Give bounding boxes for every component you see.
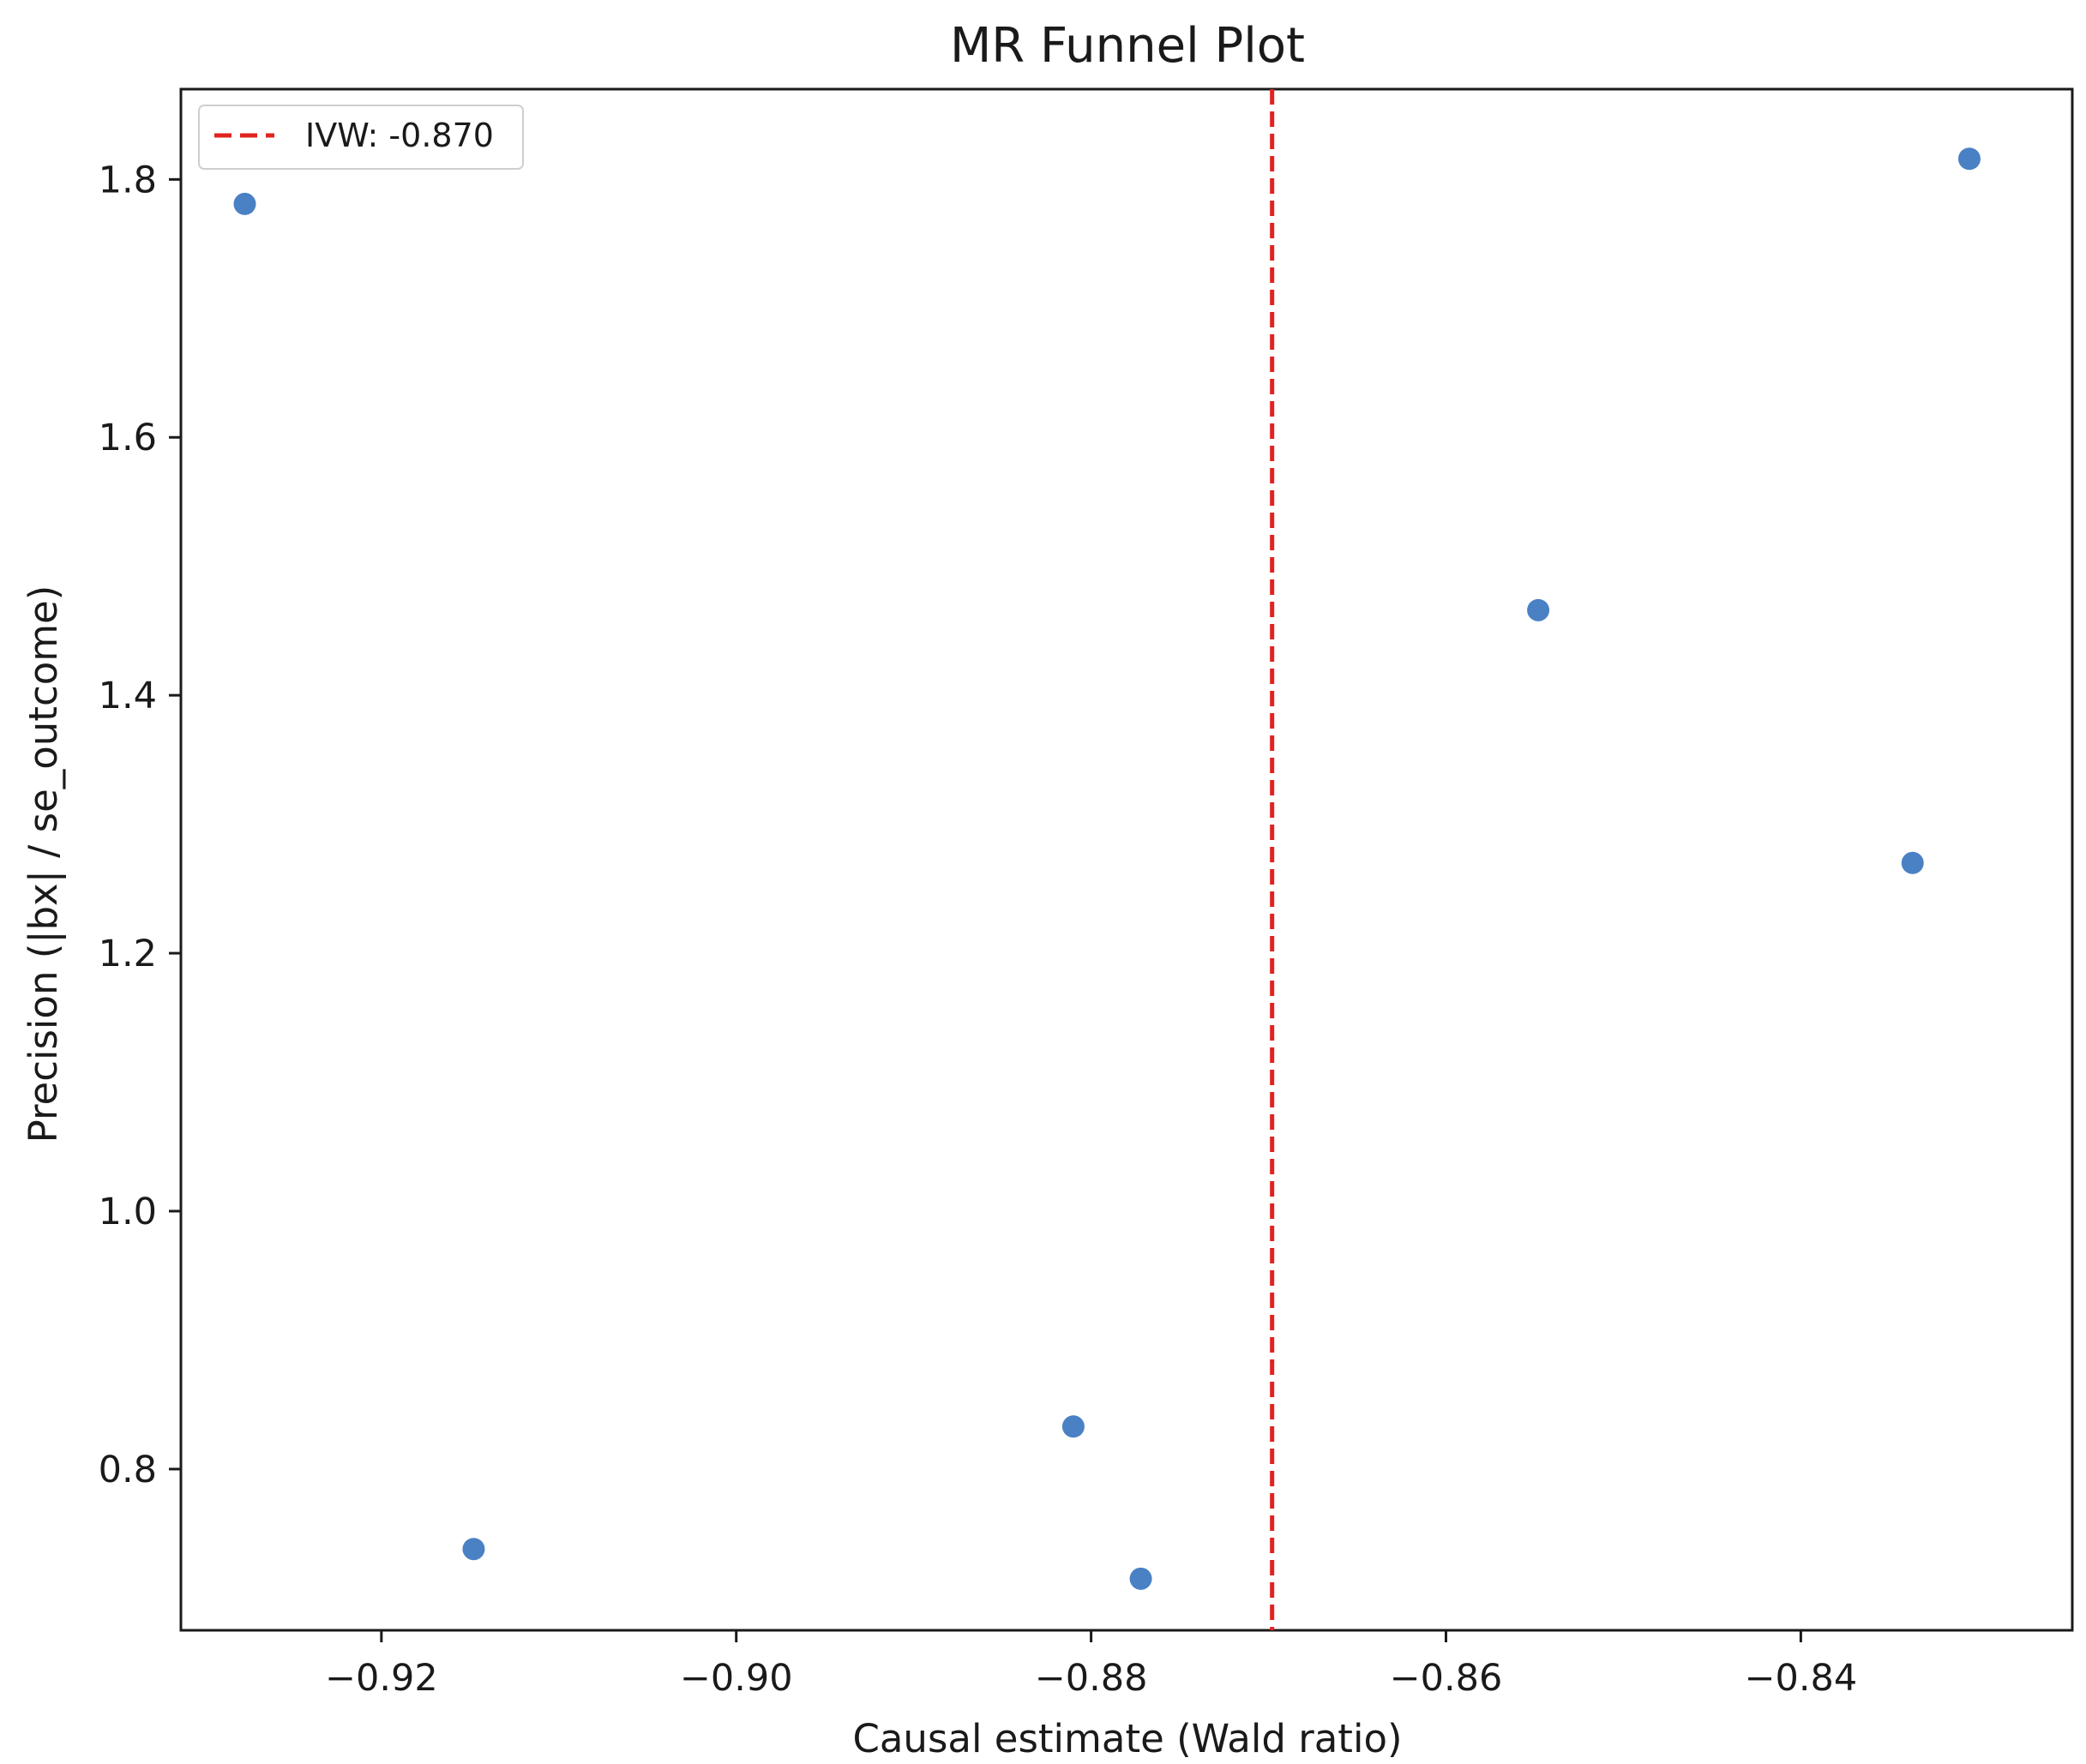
- y-tick-label: 1.6: [99, 417, 157, 459]
- x-tick-label: −0.84: [1744, 1657, 1857, 1700]
- y-tick-label: 1.8: [99, 159, 157, 201]
- scatter-point: [462, 1538, 485, 1561]
- y-tick-label: 1.2: [99, 933, 157, 975]
- scatter-point: [233, 192, 256, 215]
- legend-box: [198, 105, 524, 170]
- x-tick-label: −0.88: [1035, 1657, 1148, 1700]
- y-tick-label: 0.8: [99, 1449, 157, 1491]
- plot-frame: [179, 87, 2074, 1632]
- x-tick-label: −0.86: [1390, 1657, 1503, 1700]
- scatter-point: [1901, 851, 1924, 874]
- scatter-point: [1061, 1415, 1085, 1438]
- y-tick-label: 1.4: [99, 675, 157, 717]
- scatter-point: [1957, 147, 1981, 171]
- legend-entry-ivw: IVW: -0.870: [305, 117, 494, 154]
- scatter-point: [1129, 1567, 1152, 1590]
- x-tick-label: −0.92: [325, 1657, 438, 1700]
- y-tick-label: 1.0: [99, 1191, 157, 1233]
- legend: IVW: -0.870: [198, 105, 524, 170]
- x-tick-label: −0.90: [680, 1657, 793, 1700]
- x-axis-label: Causal estimate (Wald ratio): [852, 1716, 1402, 1761]
- plot-area: −0.92 −0.90 −0.88 −0.86 −0.84 0.8 1.0 1.2 1.4 1.6…: [99, 87, 2074, 1700]
- scatter-point: [1527, 598, 1550, 621]
- y-axis-label: Precision (|bx| / se_outcome): [21, 585, 66, 1143]
- chart-title: MR Funnel Plot: [950, 18, 1305, 74]
